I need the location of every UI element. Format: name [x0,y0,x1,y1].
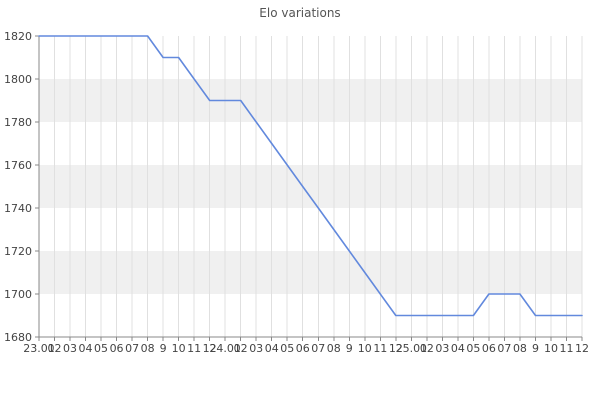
x-tick-label: 11 [187,342,201,355]
x-tick-label: 08 [141,342,155,355]
y-tick-label: 1800 [4,73,32,86]
x-tick-label: 06 [482,342,496,355]
x-tick-label: 08 [327,342,341,355]
x-tick-label: 10 [358,342,372,355]
y-tick-label: 1780 [4,116,32,129]
x-tick-label: 10 [172,342,186,355]
x-tick-label: 02 [420,342,434,355]
plot-band [39,165,582,208]
x-tick-label: 03 [435,342,449,355]
plot-band [39,251,582,294]
x-tick-label: 12 [575,342,589,355]
x-tick-label: 10 [544,342,558,355]
x-tick-label: 03 [63,342,77,355]
x-tick-label: 05 [280,342,294,355]
x-tick-label: 02 [234,342,248,355]
y-tick-label: 1720 [4,245,32,258]
x-tick-label: 11 [559,342,573,355]
axes [35,35,583,341]
x-tick-label: 07 [311,342,325,355]
x-tick-label: 02 [48,342,62,355]
y-tick-label: 1760 [4,159,32,172]
x-tick-label: 12 [203,342,217,355]
y-tick-label: 1820 [4,30,32,43]
x-tick-label: 06 [296,342,310,355]
v-gridlines [54,36,583,337]
y-tick-label: 1740 [4,202,32,215]
x-tick-label: 04 [79,342,93,355]
plot-bands [39,79,582,294]
x-tick-label: 08 [513,342,527,355]
x-tick-label: 04 [265,342,279,355]
x-tick-label: 07 [497,342,511,355]
x-tick-label: 05 [466,342,480,355]
plot-band [39,79,582,122]
x-tick-label: 11 [373,342,387,355]
x-tick-label: 12 [389,342,403,355]
y-tick-labels: 1680 1700 1720 1740 1760 1780 1800 1820 [4,30,32,344]
x-tick-label: 07 [125,342,139,355]
chart-title: Elo variations [259,6,341,20]
x-tick-label: 9 [346,342,353,355]
x-tick-label: 25.01 [396,342,428,355]
y-tick-label: 1700 [4,288,32,301]
x-tick-label: 23.01 [23,342,55,355]
x-tick-label: 9 [160,342,167,355]
x-tick-label: 04 [451,342,465,355]
x-tick-label: 24.01 [209,342,241,355]
x-tick-label: 06 [110,342,124,355]
x-tick-label: 05 [94,342,108,355]
elo-series-line [38,35,583,317]
y-tick-label: 1680 [4,331,32,344]
x-tick-label: 03 [249,342,263,355]
x-tick-label: 9 [532,342,539,355]
